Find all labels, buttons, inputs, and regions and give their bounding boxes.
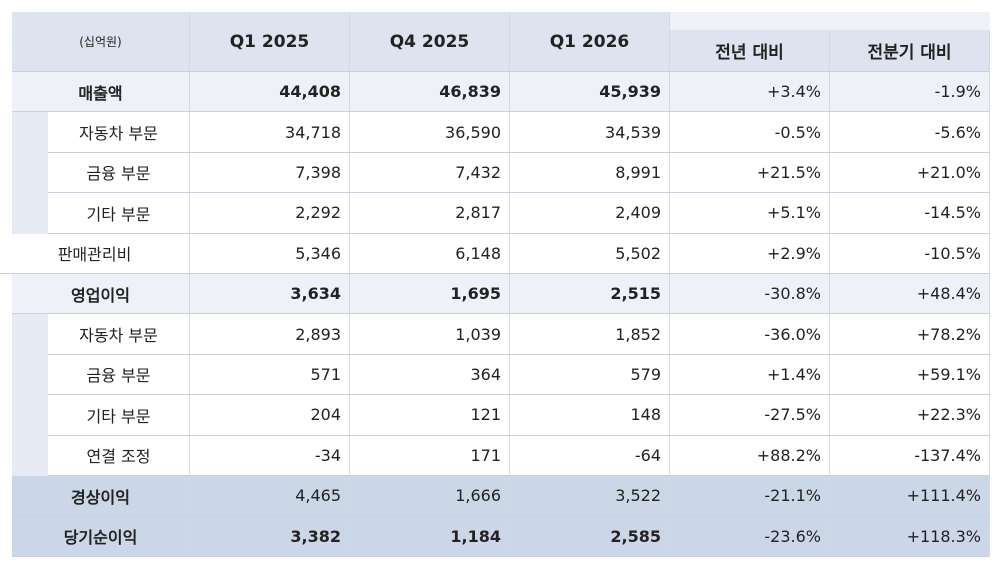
value-cell: 6,148	[350, 233, 510, 274]
value-cell: 45,939	[510, 72, 670, 113]
row-label: 영업이익	[12, 274, 190, 315]
value-cell: +118.3%	[830, 516, 990, 557]
header-cell: 전년 대비	[670, 30, 830, 72]
indent	[12, 152, 48, 194]
value-cell: -0.5%	[670, 112, 830, 153]
value-cell: 8,991	[510, 152, 670, 194]
header-cell: (십억원)	[12, 12, 190, 72]
value-cell: +48.4%	[830, 274, 990, 315]
row-label: 경상이익	[12, 476, 190, 517]
row-label: 기타 부문	[48, 193, 190, 234]
value-cell: 3,382	[190, 516, 350, 557]
value-cell: 34,718	[190, 112, 350, 153]
value-cell: 5,346	[190, 233, 350, 274]
value-cell: 36,590	[350, 112, 510, 153]
value-cell: +22.3%	[830, 395, 990, 436]
indent	[12, 395, 48, 436]
indent	[12, 314, 48, 355]
value-cell: -21.1%	[670, 476, 830, 517]
value-cell: +88.2%	[670, 435, 830, 476]
value-cell: 4,465	[190, 476, 350, 517]
value-cell: 2,515	[510, 274, 670, 315]
header-cell: 전분기 대비	[830, 30, 990, 72]
indent	[12, 112, 48, 153]
value-cell: 364	[350, 354, 510, 396]
value-cell: 1,852	[510, 314, 670, 355]
value-cell: -137.4%	[830, 435, 990, 476]
value-cell: 571	[190, 354, 350, 396]
value-cell: -30.8%	[670, 274, 830, 315]
row-label: 금융 부문	[48, 152, 190, 194]
value-cell: 44,408	[190, 72, 350, 113]
value-cell: 2,893	[190, 314, 350, 355]
row-label: 자동차 부문	[48, 112, 190, 153]
value-cell: 2,292	[190, 193, 350, 234]
value-cell: 2,409	[510, 193, 670, 234]
value-cell: 7,432	[350, 152, 510, 194]
value-cell: 121	[350, 395, 510, 436]
value-cell: 46,839	[350, 72, 510, 113]
header-gap	[670, 12, 990, 30]
value-cell: -27.5%	[670, 395, 830, 436]
value-cell: +21.5%	[670, 152, 830, 194]
header-cell: Q4 2025	[350, 12, 510, 72]
value-cell: +5.1%	[670, 193, 830, 234]
indent	[12, 193, 48, 234]
value-cell: -1.9%	[830, 72, 990, 113]
value-cell: 1,695	[350, 274, 510, 315]
value-cell: 579	[510, 354, 670, 396]
value-cell: 34,539	[510, 112, 670, 153]
value-cell: +78.2%	[830, 314, 990, 355]
row-label: 연결 조정	[48, 435, 190, 476]
indent	[12, 354, 48, 396]
value-cell: +1.4%	[670, 354, 830, 396]
value-cell: 5,502	[510, 233, 670, 274]
value-cell: +111.4%	[830, 476, 990, 517]
row-label: 금융 부문	[48, 354, 190, 396]
value-cell: 3,522	[510, 476, 670, 517]
value-cell: -14.5%	[830, 193, 990, 234]
value-cell: -10.5%	[830, 233, 990, 274]
value-cell: 171	[350, 435, 510, 476]
value-cell: -36.0%	[670, 314, 830, 355]
row-label: 당기순이익	[12, 516, 190, 557]
row-label: 자동차 부문	[48, 314, 190, 355]
header-cell: Q1 2026	[510, 12, 670, 72]
value-cell: -23.6%	[670, 516, 830, 557]
value-cell: +21.0%	[830, 152, 990, 194]
row-label: 매출액	[12, 72, 190, 113]
value-cell: +59.1%	[830, 354, 990, 396]
value-cell: -5.6%	[830, 112, 990, 153]
value-cell: -34	[190, 435, 350, 476]
value-cell: -64	[510, 435, 670, 476]
value-cell: +3.4%	[670, 72, 830, 113]
value-cell: +2.9%	[670, 233, 830, 274]
value-cell: 148	[510, 395, 670, 436]
value-cell: 1,184	[350, 516, 510, 557]
header-cell: Q1 2025	[190, 12, 350, 72]
row-label: 기타 부문	[48, 395, 190, 436]
indent	[12, 435, 48, 476]
value-cell: 1,666	[350, 476, 510, 517]
value-cell: 1,039	[350, 314, 510, 355]
value-cell: 204	[190, 395, 350, 436]
row-label: 판매관리비	[0, 233, 190, 274]
value-cell: 2,817	[350, 193, 510, 234]
value-cell: 2,585	[510, 516, 670, 557]
value-cell: 3,634	[190, 274, 350, 315]
value-cell: 7,398	[190, 152, 350, 194]
